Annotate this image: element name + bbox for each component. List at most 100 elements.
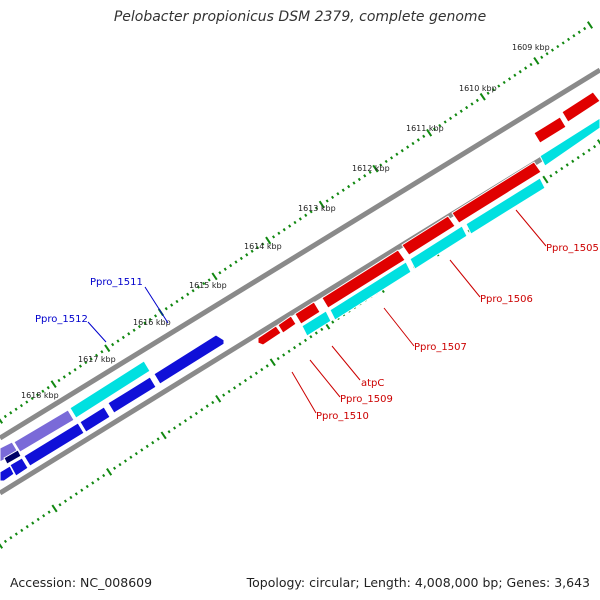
inner-tick	[298, 342, 302, 346]
outer-tick	[540, 55, 544, 59]
outer-tick	[438, 123, 442, 128]
cds-ppro-1506[interactable]	[409, 225, 468, 270]
outer-tick	[448, 116, 453, 120]
outer-tick	[0, 418, 4, 424]
outer-tick	[309, 210, 313, 214]
map-title: Pelobacter propionicus DSM 2379, complet…	[113, 9, 487, 25]
inner-tick	[276, 356, 280, 361]
inner-tick	[0, 543, 4, 549]
outer-tick	[583, 26, 587, 31]
label-ppro-1510[interactable]: Ppro_1510	[316, 411, 369, 422]
inner-tick	[134, 452, 138, 456]
inner-tick	[211, 400, 215, 405]
tick-label-1610: 1610 kbp	[459, 84, 497, 93]
label-ppro-1511[interactable]: Ppro_1511	[90, 277, 143, 288]
label-atpc[interactable]: atpC	[361, 378, 384, 389]
outer-tick	[465, 105, 469, 110]
outer-tick	[561, 41, 565, 45]
dark-feature[interactable]	[3, 449, 22, 465]
outer-tick	[347, 184, 351, 189]
gene-ppro-1513[interactable]	[79, 406, 111, 433]
outer-tick	[111, 342, 115, 347]
inner-tick	[102, 473, 106, 478]
cds-ppro-1505[interactable]	[465, 177, 546, 235]
cds-atpc[interactable]	[301, 310, 332, 337]
gene-ppro-1505[interactable]	[451, 161, 542, 224]
gene-ppro-1516[interactable]	[0, 465, 15, 482]
tick-label-1613: 1613 kbp	[298, 204, 336, 213]
inner-tick	[320, 327, 324, 332]
label-ppro-1505[interactable]: Ppro_1505	[546, 243, 599, 254]
outer-tick	[416, 138, 420, 142]
outer-tick	[491, 88, 496, 92]
gene-ppro-1510[interactable]	[257, 325, 282, 346]
outer-tick	[104, 344, 111, 353]
inner-tick	[123, 459, 128, 463]
rna-feature[interactable]	[13, 409, 75, 453]
outer-tick	[121, 335, 125, 340]
inner-tick	[156, 437, 160, 441]
cds-ppro-1504[interactable]	[539, 117, 600, 167]
outer-tick	[470, 102, 474, 106]
outer-tick	[50, 380, 57, 388]
reverse-cds	[0, 360, 151, 465]
accession-text: Accession: NC_008609	[10, 575, 153, 590]
inner-tick	[200, 408, 204, 412]
gene-ppro-1506[interactable]	[401, 215, 456, 256]
inner-tick	[3, 539, 8, 543]
inner-tick	[63, 499, 68, 503]
backbone-outer	[0, 67, 600, 441]
inner-tick	[314, 331, 318, 335]
gene-ppro-1514[interactable]	[23, 422, 85, 467]
inner-tick	[14, 532, 18, 536]
inner-tick	[189, 415, 193, 419]
inner-tick	[151, 441, 155, 445]
outer-tick	[234, 260, 238, 264]
outer-tick	[35, 393, 40, 397]
inner-tick	[565, 163, 569, 167]
inner-tick	[238, 382, 242, 386]
outer-tick	[211, 272, 218, 281]
inner-tick	[118, 462, 122, 467]
inner-tick	[96, 477, 100, 481]
inner-tick	[31, 521, 35, 525]
outer-tick	[137, 325, 142, 329]
inner-tick	[576, 155, 580, 160]
inner-tick	[58, 503, 62, 507]
gene-ppro-1515[interactable]	[9, 457, 29, 477]
outer-tick	[533, 57, 540, 65]
forward-cds	[301, 117, 600, 337]
inner-tick	[9, 536, 13, 540]
inner-tick	[282, 353, 286, 357]
tick-label-1612: 1612 kbp	[352, 164, 390, 173]
inner-tick	[582, 152, 586, 156]
label-ppro-1507[interactable]: Ppro_1507	[414, 342, 467, 353]
gene-atpc[interactable]	[294, 301, 321, 325]
outer-tick	[19, 404, 24, 408]
outer-tick	[486, 91, 490, 95]
label-ppro-1509[interactable]: Ppro_1509	[340, 394, 393, 405]
gene-ppro-1509[interactable]	[277, 315, 297, 334]
cds-ppro-1507[interactable]	[329, 261, 412, 321]
label-ppro-1506[interactable]: Ppro_1506	[480, 294, 533, 305]
outer-tick	[545, 52, 549, 56]
outer-tick	[143, 321, 147, 325]
cds-ppro-1511[interactable]	[69, 360, 151, 419]
inner-tick	[160, 431, 167, 440]
gene-ppro-1503[interactable]	[561, 91, 600, 123]
outer-tick	[57, 378, 61, 383]
outer-tick	[218, 271, 222, 275]
gene-ppro-1507[interactable]	[321, 249, 406, 309]
outer-tick	[100, 350, 104, 354]
outer-tick	[372, 164, 379, 173]
gene-ppro-1511[interactable]	[153, 334, 225, 385]
gene-ppro-1504[interactable]	[533, 116, 567, 144]
gene-ppro-1512[interactable]	[107, 376, 157, 414]
outer-tick	[406, 145, 410, 149]
outer-tick	[271, 235, 276, 239]
label-ppro-1512[interactable]: Ppro_1512	[35, 314, 88, 325]
outer-tick	[191, 289, 195, 293]
tick-label-1609: 1609 kbp	[512, 43, 550, 52]
outer-tick	[202, 281, 206, 286]
outer-tick	[196, 285, 201, 289]
